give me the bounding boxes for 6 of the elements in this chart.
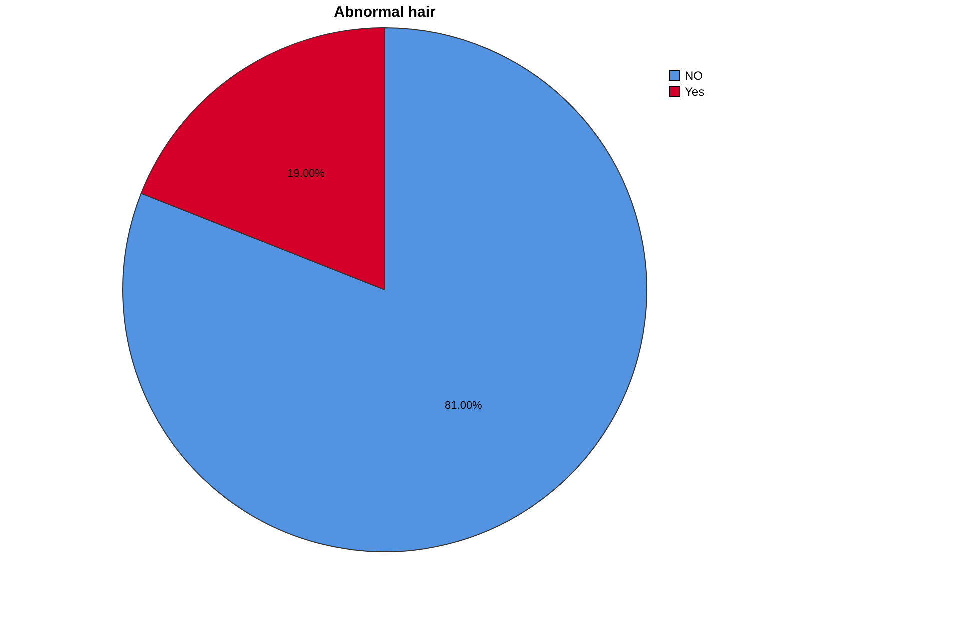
legend-label: NO: [685, 69, 703, 83]
chart-title: Abnormal hair: [334, 4, 436, 21]
data-label: 81.00%: [445, 400, 483, 412]
data-label: 19.00%: [288, 168, 326, 180]
pie-slice: [122, 28, 648, 552]
legend-label: Yes: [685, 85, 705, 99]
